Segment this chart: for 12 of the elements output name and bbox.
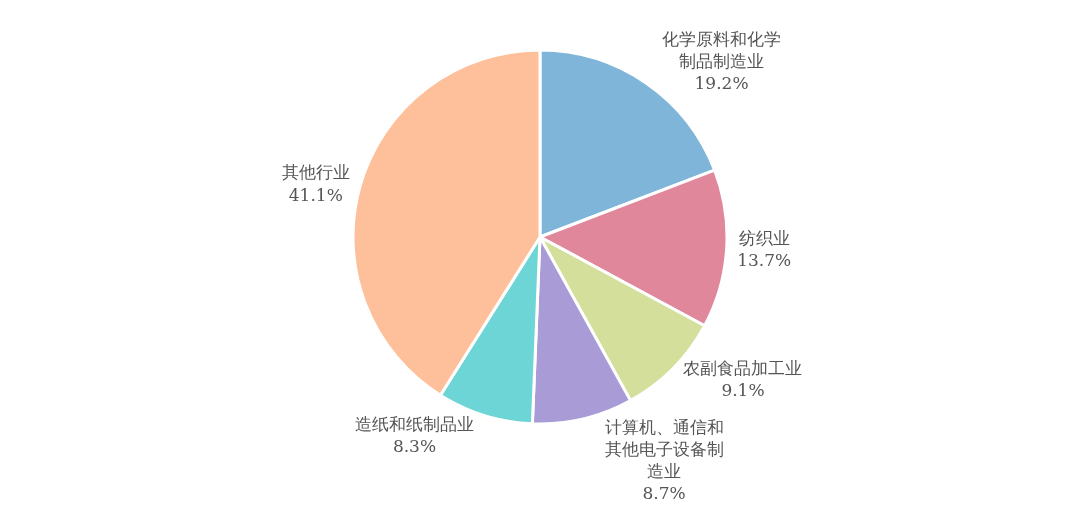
slice-label: 农副食品加工业 bbox=[683, 357, 803, 378]
data-label: 9.1% bbox=[721, 379, 765, 400]
slice-label: 化学原料和化学制品制造业 bbox=[662, 29, 782, 72]
slice-label: 纺织业 bbox=[738, 228, 790, 249]
data-label: 13.7% bbox=[737, 250, 792, 271]
data-label: 8.3% bbox=[392, 435, 437, 456]
data-label: 8.7% bbox=[642, 482, 686, 503]
data-label: 41.1% bbox=[288, 184, 343, 205]
slice-label: 计算机、通信和其他电子设备制造业 bbox=[604, 416, 724, 481]
slice-label: 其他行业 bbox=[281, 162, 350, 183]
slice-label: 造纸和纸制品业 bbox=[354, 413, 474, 434]
data-label: 19.2% bbox=[694, 73, 749, 94]
